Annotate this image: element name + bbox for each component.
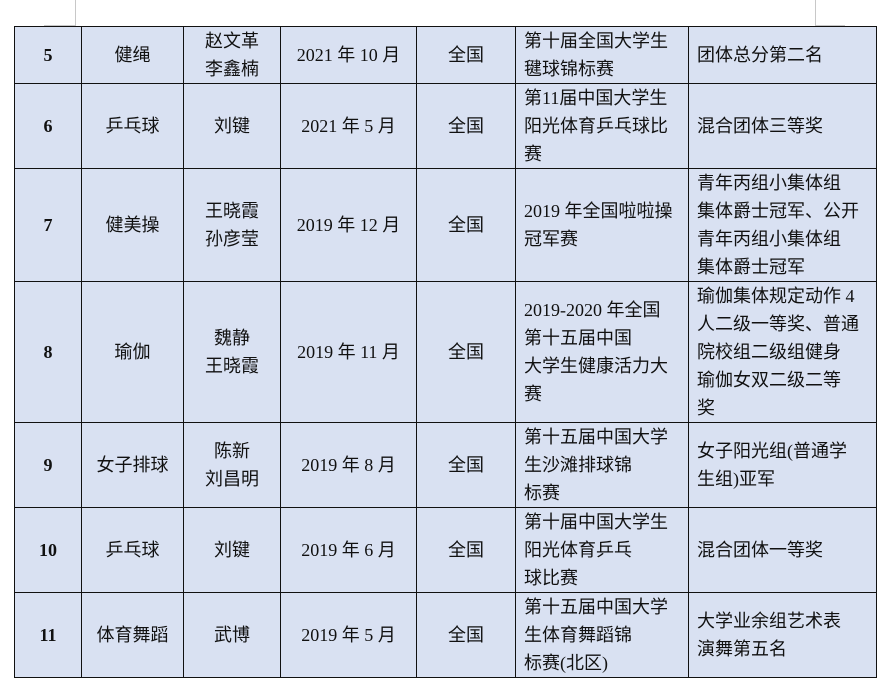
cell-sport: 乒乓球 — [81, 507, 184, 593]
cell-athletes: 魏静 王晓霞 — [183, 281, 281, 423]
cell-award: 女子阳光组(普通学 生组)亚军 — [688, 422, 877, 508]
table-row: 11 体育舞蹈 武博 2019 年 5 月 全国 第十五届中国大学 生体育舞蹈锦… — [14, 592, 877, 678]
table-row: 10 乒乓球 刘键 2019 年 6 月 全国 第十届中国大学生 阳光体育乒乓 … — [14, 507, 877, 593]
page-corner-mark-left — [75, 0, 76, 26]
cell-date: 2019 年 12 月 — [280, 168, 417, 282]
cell-event: 2019 年全国啦啦操 冠军赛 — [515, 168, 689, 282]
table-row: 8 瑜伽 魏静 王晓霞 2019 年 11 月 全国 2019-2020 年全国… — [14, 281, 877, 423]
cell-sport: 瑜伽 — [81, 281, 184, 423]
cell-athletes: 武博 — [183, 592, 281, 678]
cell-athletes: 赵文革 李鑫楠 — [183, 26, 281, 84]
cell-date: 2021 年 5 月 — [280, 83, 417, 169]
cell-event: 第十届中国大学生 阳光体育乒乓 球比赛 — [515, 507, 689, 593]
cell-level: 全国 — [416, 26, 516, 84]
table-row: 6 乒乓球 刘键 2021 年 5 月 全国 第11届中国大学生 阳光体育乒乓球… — [14, 83, 877, 169]
cell-date: 2021 年 10 月 — [280, 26, 417, 84]
cell-number: 10 — [14, 507, 82, 593]
cell-event: 第十五届中国大学 生沙滩排球锦 标赛 — [515, 422, 689, 508]
cell-number: 5 — [14, 26, 82, 84]
cell-date: 2019 年 6 月 — [280, 507, 417, 593]
awards-table: 5 健绳 赵文革 李鑫楠 2021 年 10 月 全国 第十届全国大学生 毽球锦… — [14, 26, 877, 678]
cell-level: 全国 — [416, 592, 516, 678]
cell-award: 团体总分第二名 — [688, 26, 877, 84]
cell-level: 全国 — [416, 281, 516, 423]
cell-number: 7 — [14, 168, 82, 282]
cell-event: 第11届中国大学生 阳光体育乒乓球比 赛 — [515, 83, 689, 169]
page-corner-mark-left-h — [44, 25, 75, 26]
cell-award: 瑜伽集体规定动作 4 人二级一等奖、普通 院校组二级组健身 瑜伽女双二级二等 奖 — [688, 281, 877, 423]
cell-level: 全国 — [416, 83, 516, 169]
cell-level: 全国 — [416, 422, 516, 508]
table-row: 5 健绳 赵文革 李鑫楠 2021 年 10 月 全国 第十届全国大学生 毽球锦… — [14, 26, 877, 84]
cell-date: 2019 年 8 月 — [280, 422, 417, 508]
cell-athletes: 刘键 — [183, 507, 281, 593]
cell-sport: 健绳 — [81, 26, 184, 84]
cell-level: 全国 — [416, 507, 516, 593]
table-row: 7 健美操 王晓霞 孙彦莹 2019 年 12 月 全国 2019 年全国啦啦操… — [14, 168, 877, 282]
cell-award: 青年丙组小集体组 集体爵士冠军、公开 青年丙组小集体组 集体爵士冠军 — [688, 168, 877, 282]
cell-sport: 乒乓球 — [81, 83, 184, 169]
cell-award: 大学业余组艺术表 演舞第五名 — [688, 592, 877, 678]
cell-athletes: 刘键 — [183, 83, 281, 169]
cell-number: 11 — [14, 592, 82, 678]
cell-event: 2019-2020 年全国 第十五届中国 大学生健康活力大 赛 — [515, 281, 689, 423]
cell-athletes: 王晓霞 孙彦莹 — [183, 168, 281, 282]
cell-event: 第十届全国大学生 毽球锦标赛 — [515, 26, 689, 84]
page-corner-mark-right — [815, 0, 816, 26]
table-row: 9 女子排球 陈新 刘昌明 2019 年 8 月 全国 第十五届中国大学 生沙滩… — [14, 422, 877, 508]
page-corner-mark-right-h — [815, 25, 845, 26]
cell-event: 第十五届中国大学 生体育舞蹈锦 标赛(北区) — [515, 592, 689, 678]
cell-date: 2019 年 5 月 — [280, 592, 417, 678]
cell-date: 2019 年 11 月 — [280, 281, 417, 423]
cell-number: 9 — [14, 422, 82, 508]
cell-award: 混合团体三等奖 — [688, 83, 877, 169]
cell-athletes: 陈新 刘昌明 — [183, 422, 281, 508]
cell-sport: 女子排球 — [81, 422, 184, 508]
cell-number: 6 — [14, 83, 82, 169]
cell-number: 8 — [14, 281, 82, 423]
cell-sport: 健美操 — [81, 168, 184, 282]
cell-award: 混合团体一等奖 — [688, 507, 877, 593]
cell-level: 全国 — [416, 168, 516, 282]
cell-sport: 体育舞蹈 — [81, 592, 184, 678]
